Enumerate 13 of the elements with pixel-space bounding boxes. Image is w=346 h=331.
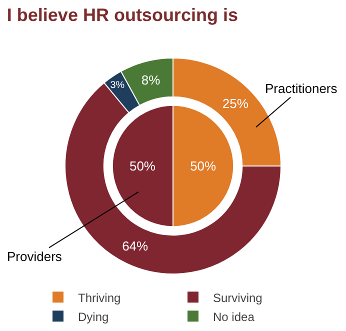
data-label: 64%: [122, 238, 149, 254]
slice-label: Providers: [7, 249, 62, 264]
data-label: 25%: [222, 96, 249, 111]
legend-label: No idea: [213, 310, 255, 324]
legend-label: Thriving: [78, 290, 121, 305]
data-label: 50%: [129, 158, 156, 174]
data-label: 50%: [190, 158, 217, 174]
slice-label: Practitioners: [265, 81, 338, 96]
data-label: 3%: [110, 80, 125, 91]
legend-label: Dying: [78, 310, 109, 324]
data-label: 8%: [141, 72, 161, 88]
legend-label: Surviving: [213, 290, 262, 305]
chart-title: I believe HR outsourcing is: [6, 4, 238, 25]
